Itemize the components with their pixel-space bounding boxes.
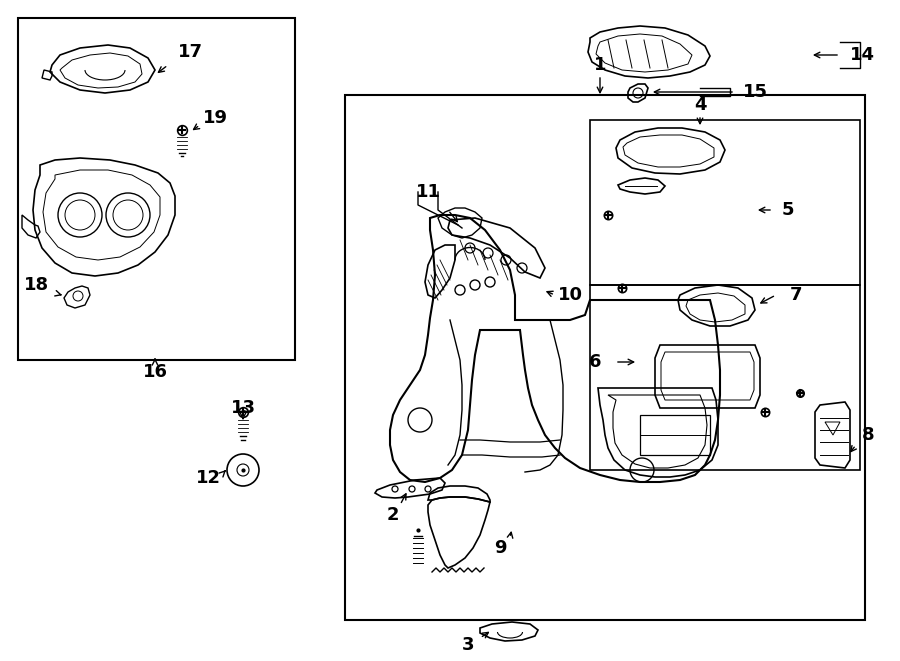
Bar [18, 18, 295, 360]
Text: 13: 13 [230, 399, 256, 417]
Text: 17: 17 [177, 43, 202, 61]
Text: 5: 5 [782, 201, 794, 219]
Bar [590, 120, 860, 285]
Text: 18: 18 [24, 276, 50, 294]
Text: 14: 14 [850, 46, 875, 64]
Text: 3: 3 [462, 636, 474, 654]
Bar [590, 285, 860, 470]
Text: 8: 8 [861, 426, 874, 444]
Text: 7: 7 [790, 286, 802, 304]
Text: 6: 6 [589, 353, 601, 371]
Bar [345, 95, 865, 620]
Text: 1: 1 [594, 56, 607, 74]
Bar [640, 415, 710, 455]
Text: 2: 2 [387, 506, 400, 524]
Text: 11: 11 [416, 183, 440, 201]
Text: 4: 4 [694, 96, 706, 114]
Text: 16: 16 [142, 363, 167, 381]
Text: 19: 19 [202, 109, 228, 127]
Text: 15: 15 [742, 83, 768, 101]
Text: 10: 10 [557, 286, 582, 304]
Text: 9: 9 [494, 539, 506, 557]
Text: 12: 12 [195, 469, 220, 487]
